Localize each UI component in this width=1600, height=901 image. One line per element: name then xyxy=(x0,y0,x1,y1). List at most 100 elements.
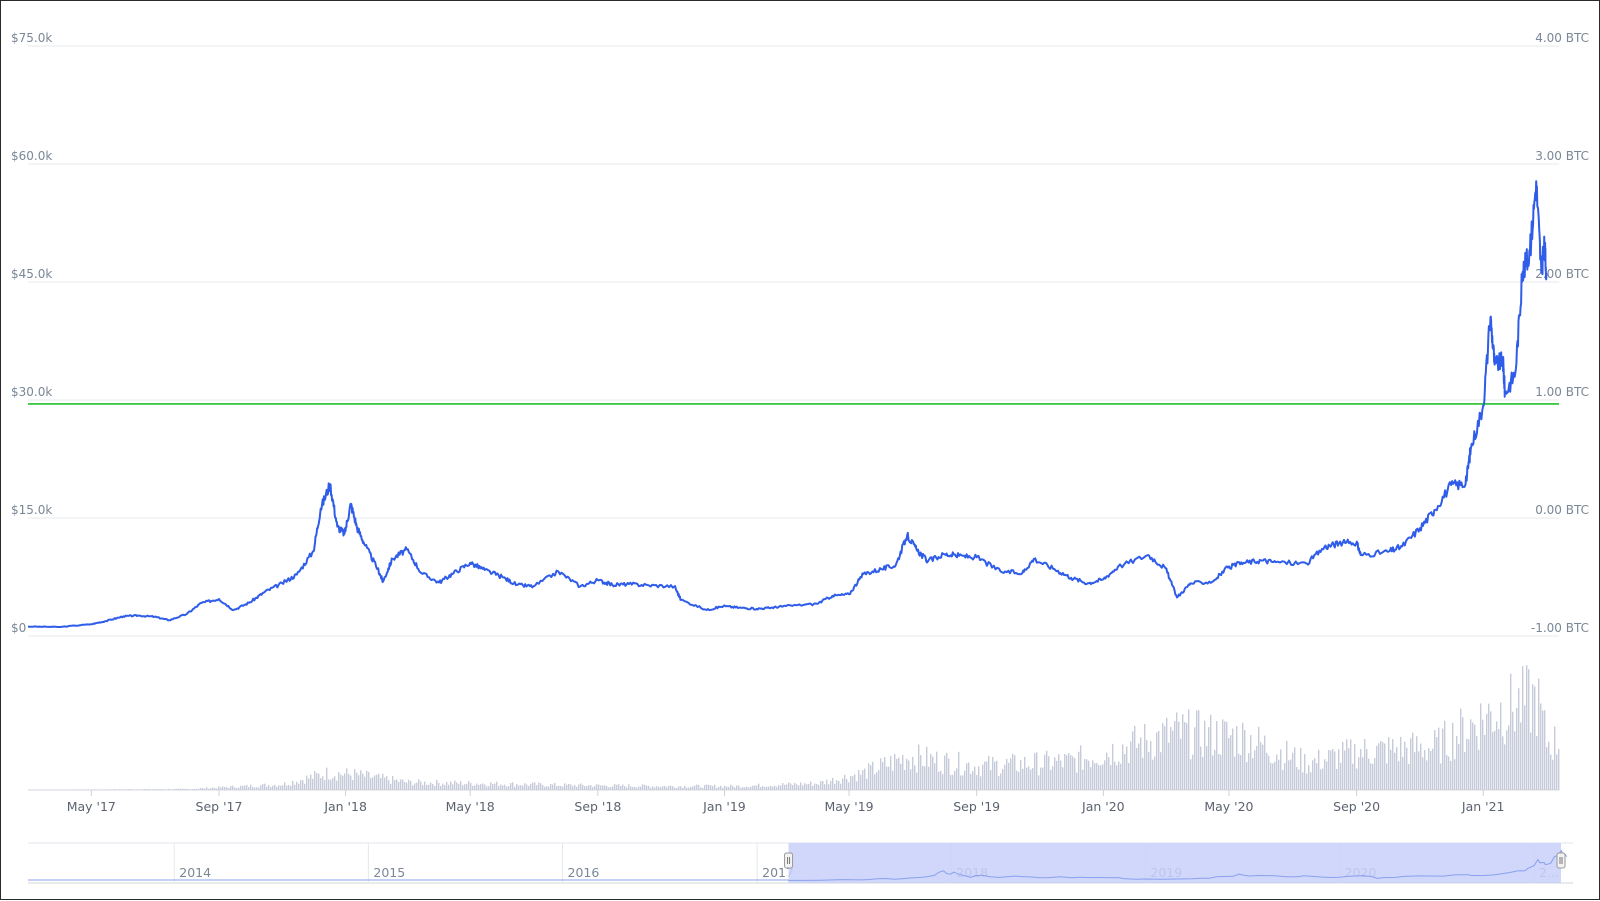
volume-bar xyxy=(262,783,264,790)
volume-bar xyxy=(664,785,666,790)
volume-bar xyxy=(374,775,376,790)
volume-bar xyxy=(1200,746,1202,790)
volume-bar xyxy=(626,787,628,790)
volume-bar xyxy=(660,787,662,790)
volume-bar xyxy=(1324,759,1326,790)
volume-bar xyxy=(1436,737,1438,790)
volume-bar xyxy=(1192,754,1194,790)
volume-bar xyxy=(958,751,960,790)
volume-bar xyxy=(646,785,648,790)
volume-bar xyxy=(494,783,496,790)
volume-bar xyxy=(890,756,892,790)
volume-bar xyxy=(616,784,618,790)
volume-bar xyxy=(1142,757,1144,790)
volume-bar xyxy=(1262,744,1264,790)
volume-bar xyxy=(832,777,834,790)
range-navigator[interactable]: 20142015201620172018201920202... xyxy=(28,842,1573,884)
volume-bar xyxy=(332,777,334,790)
volume-bar xyxy=(54,789,56,790)
volume-bar xyxy=(912,756,914,790)
volume-bar xyxy=(848,782,850,790)
volume-bar xyxy=(220,787,222,790)
volume-bar xyxy=(934,763,936,790)
volume-bar xyxy=(156,789,158,790)
volume-bar xyxy=(422,784,424,790)
volume-bar xyxy=(470,782,472,790)
navigator-left-handle[interactable] xyxy=(784,852,794,869)
volume-bar xyxy=(734,787,736,790)
volume-bar xyxy=(1072,756,1074,790)
volume-bar xyxy=(1172,730,1174,790)
volume-bar xyxy=(372,777,374,790)
volume-bar xyxy=(1556,754,1558,790)
volume-bar xyxy=(886,766,888,790)
volume-bar xyxy=(460,781,462,790)
volume-bar xyxy=(620,785,622,790)
volume-bar xyxy=(1108,757,1110,790)
volume-bar xyxy=(30,789,32,790)
volume-bar xyxy=(1276,754,1278,790)
volume-bar xyxy=(1360,749,1362,790)
volume-bar xyxy=(1102,764,1104,790)
volume-bar xyxy=(542,785,544,790)
handle-grip[interactable] xyxy=(1556,852,1566,869)
volume-bar xyxy=(610,787,612,790)
volume-bar xyxy=(1056,760,1058,790)
volume-bar xyxy=(144,789,146,790)
volume-bar xyxy=(408,779,410,790)
left-y-tick-label: $0 xyxy=(11,621,26,635)
volume-bar xyxy=(70,789,72,790)
navigator-right-handle[interactable] xyxy=(1556,852,1566,869)
volume-bar xyxy=(1318,749,1320,790)
volume-bar xyxy=(1412,732,1414,790)
volume-bar xyxy=(1504,744,1506,790)
volume-bar xyxy=(760,787,762,790)
volume-bar xyxy=(1280,749,1282,790)
volume-bar xyxy=(514,786,516,790)
volume-bar xyxy=(800,782,802,790)
volume-bar xyxy=(552,784,554,790)
volume-bar xyxy=(562,786,564,790)
volume-bar xyxy=(94,789,96,790)
volume-bar xyxy=(192,788,194,790)
volume-bar xyxy=(1314,758,1316,790)
volume-bar xyxy=(896,758,898,790)
volume-bar xyxy=(1292,752,1294,790)
volume-bar xyxy=(1418,751,1420,790)
volume-bar xyxy=(282,785,284,790)
volume-bar xyxy=(136,789,138,790)
volume-bar xyxy=(472,785,474,790)
volume-bar xyxy=(1086,759,1088,790)
volume-bar xyxy=(884,757,886,790)
volume-bar xyxy=(504,784,506,790)
navigator-selection[interactable] xyxy=(788,843,1561,883)
volume-bar xyxy=(534,782,536,790)
volume-bar xyxy=(236,788,238,790)
volume-bar xyxy=(946,752,948,790)
volume-bar xyxy=(204,788,206,790)
volume-bar xyxy=(1004,764,1006,790)
volume-bar xyxy=(906,758,908,790)
volume-bar xyxy=(1530,732,1532,790)
volume-bar xyxy=(1340,762,1342,790)
volume-bar xyxy=(186,788,188,790)
volume-bar xyxy=(486,786,488,790)
volume-bar xyxy=(1542,710,1544,790)
handle-grip[interactable] xyxy=(784,852,794,869)
volume-bar xyxy=(1344,750,1346,790)
volume-bar xyxy=(150,789,152,790)
volume-bar xyxy=(154,789,156,790)
volume-bar xyxy=(1066,755,1068,790)
volume-bar xyxy=(1392,739,1394,790)
volume-bar xyxy=(476,783,478,790)
volume-bar xyxy=(618,784,620,790)
volume-bar xyxy=(1486,713,1488,790)
volume-bar xyxy=(1434,730,1436,790)
volume-bar xyxy=(580,783,582,790)
volume-bar xyxy=(1296,767,1298,790)
volume-bar xyxy=(496,781,498,790)
volume-bar xyxy=(642,784,644,790)
volume-bar xyxy=(572,786,574,790)
volume-bar xyxy=(38,789,40,790)
volume-bar xyxy=(648,785,650,790)
